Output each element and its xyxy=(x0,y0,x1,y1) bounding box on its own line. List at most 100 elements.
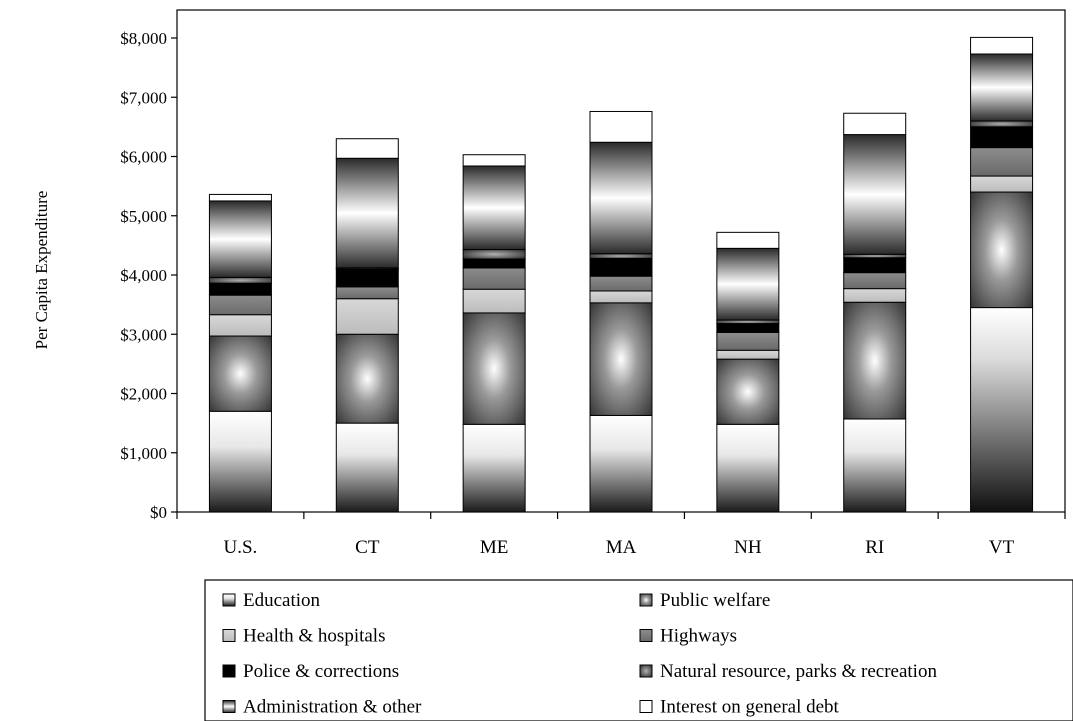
bar-segment-public-welfare xyxy=(208,335,272,412)
bar-segment-education xyxy=(208,410,272,513)
bar-segment-administration-other xyxy=(716,247,780,321)
y-tick-label: $5,000 xyxy=(120,207,167,226)
bar-segment-administration-other xyxy=(843,134,907,255)
bar-segment-education xyxy=(716,423,780,513)
y-axis-label: Per Capita Expenditure xyxy=(32,191,51,350)
bar-segment-health-hospitals xyxy=(208,314,272,337)
bar-segment-police-corrections xyxy=(843,257,907,274)
bar-segment-interest-debt xyxy=(716,231,780,249)
bar-stack xyxy=(589,110,653,513)
bar-segment-highways xyxy=(716,331,780,351)
bar-segment-natural-resources xyxy=(462,249,526,260)
y-tick-label: $3,000 xyxy=(120,325,167,344)
bar-segment-education xyxy=(335,422,399,513)
legend-label: Interest on general debt xyxy=(660,697,840,718)
legend-swatch xyxy=(222,664,236,678)
legend-swatch xyxy=(639,593,653,607)
legend-label: Public welfare xyxy=(660,590,770,611)
x-tick-label: NH xyxy=(734,537,762,558)
bar-segment-police-corrections xyxy=(589,257,653,277)
legend-swatch xyxy=(222,593,236,607)
bar-segment-police-corrections xyxy=(462,258,526,269)
bar-segment-public-welfare xyxy=(335,333,399,424)
x-tick-label: RI xyxy=(865,537,884,558)
bar-segment-interest-debt xyxy=(462,154,526,167)
x-tick-label: U.S. xyxy=(224,537,258,558)
bar-segment-interest-debt xyxy=(843,112,907,136)
bar-segment-highways xyxy=(335,286,399,300)
bar-segment-interest-debt xyxy=(589,110,653,143)
bar-segment-police-corrections xyxy=(335,268,399,288)
bar-stack xyxy=(970,36,1034,513)
bar-segment-administration-other xyxy=(462,165,526,251)
bar-segment-administration-other xyxy=(589,141,653,255)
bar-segment-natural-resources xyxy=(970,120,1034,128)
bar-stack xyxy=(843,112,907,513)
legend-swatch xyxy=(639,700,653,713)
x-tick-label: VT xyxy=(989,537,1015,558)
bar-segment-public-welfare xyxy=(716,358,780,425)
legend-label: Highways xyxy=(660,626,737,647)
x-tick-label: ME xyxy=(480,537,509,558)
y-tick-label: $1,000 xyxy=(120,444,167,463)
legend: Education Health & hospitals Police & corr… xyxy=(222,590,937,718)
bar-segment-education xyxy=(843,418,907,513)
x-tick-label: MA xyxy=(606,537,637,558)
bar-segment-administration-other xyxy=(970,53,1034,122)
bar-segment-highways xyxy=(843,272,907,290)
legend-swatch xyxy=(222,629,236,642)
bar-stack xyxy=(462,154,526,513)
bar-segment-health-hospitals xyxy=(716,349,780,360)
y-tick-label: $7,000 xyxy=(120,88,167,107)
bar-segment-health-hospitals xyxy=(843,288,907,303)
bar-segment-police-corrections xyxy=(208,282,272,296)
bar-segment-police-corrections xyxy=(716,323,780,333)
bar-segment-administration-other xyxy=(335,157,399,269)
legend-swatch xyxy=(222,700,236,713)
bar-segment-public-welfare xyxy=(843,301,907,420)
y-tick-label: $8,000 xyxy=(120,29,167,48)
bar-stack xyxy=(716,231,780,513)
bar-segment-police-corrections xyxy=(970,126,1034,149)
bar-segment-natural-resources xyxy=(716,319,780,325)
bar-segment-public-welfare xyxy=(589,302,653,416)
bar-segment-administration-other xyxy=(208,200,272,278)
bar-segment-public-welfare xyxy=(970,191,1034,309)
x-axis: U.S. CT ME MA NH RI VT xyxy=(176,512,1066,558)
y-tick-label: $2,000 xyxy=(120,385,167,404)
legend-label: Administration & other xyxy=(243,697,422,718)
legend-label: Police & corrections xyxy=(243,661,399,682)
legend-label: Health & hospitals xyxy=(243,626,385,647)
bar-segment-health-hospitals xyxy=(970,175,1034,193)
bar-segment-interest-debt xyxy=(335,138,399,159)
bar-segment-highways xyxy=(462,267,526,290)
legend-swatch xyxy=(639,664,653,678)
bar-segment-highways xyxy=(208,294,272,316)
y-tick-label: $0 xyxy=(150,503,167,522)
bar-segment-health-hospitals xyxy=(335,298,399,335)
x-tick-label: CT xyxy=(355,537,380,558)
y-tick-label: $6,000 xyxy=(120,148,167,167)
bar-segment-natural-resources xyxy=(208,276,272,284)
bars xyxy=(208,36,1034,513)
legend-label: Natural resource, parks & recreation xyxy=(660,661,937,682)
bar-stack xyxy=(335,138,399,513)
bar-segment-health-hospitals xyxy=(462,288,526,314)
bar-segment-highways xyxy=(589,275,653,292)
bar-segment-highways xyxy=(970,147,1034,177)
bar-segment-education xyxy=(462,423,526,513)
legend-swatch xyxy=(639,629,653,642)
y-tick-label: $4,000 xyxy=(120,266,167,285)
bar-segment-natural-resources xyxy=(843,253,907,259)
bar-segment-public-welfare xyxy=(462,312,526,425)
bar-segment-education xyxy=(970,307,1034,513)
bar-segment-health-hospitals xyxy=(589,290,653,304)
y-axis: $0 $1,000 $2,000 $3,000 $4,000 $5,000 $6,000 $7… xyxy=(120,29,177,522)
legend-frame xyxy=(204,579,1073,721)
bar-stack xyxy=(208,193,272,513)
bar-segment-interest-debt xyxy=(970,36,1034,55)
bar-segment-education xyxy=(589,414,653,513)
bar-segment-natural-resources xyxy=(589,253,653,259)
bar-segment-interest-debt xyxy=(208,193,272,202)
